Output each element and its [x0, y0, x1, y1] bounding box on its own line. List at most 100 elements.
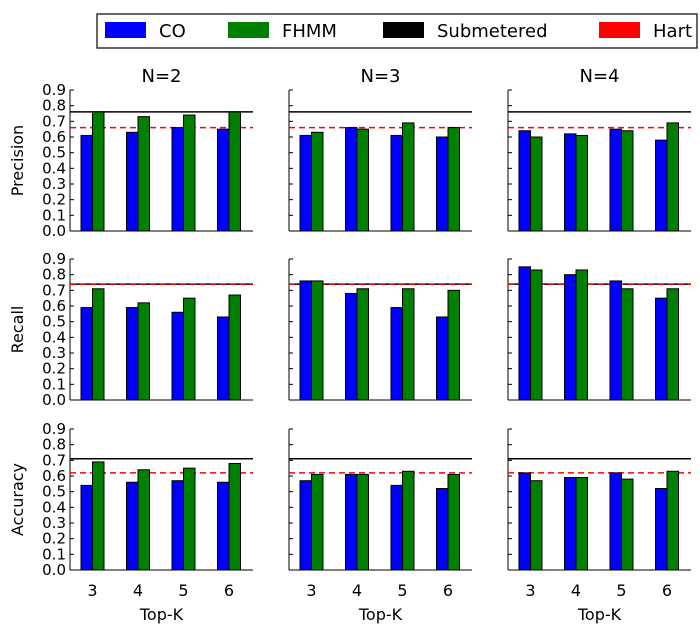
legend-swatch-fhmm	[228, 22, 269, 38]
y-tick-label: 0.9	[42, 250, 66, 268]
bar-fhmm	[183, 297, 196, 401]
bar-fhmm	[575, 269, 588, 401]
legend: CO FHMM Submetered Hart	[96, 13, 698, 49]
y-tick-label: 0.6	[42, 297, 66, 315]
panel-accuracy-n2: 0.00.10.20.30.40.50.60.70.80.9 3 4 5 6 Top-K A…	[8, 420, 253, 624]
bar-co	[299, 480, 312, 571]
y-tick-label: 0.2	[42, 191, 66, 209]
bar-co	[609, 128, 622, 232]
y-axis-label: Precision	[8, 125, 27, 196]
y-tick-label: 0.6	[42, 128, 66, 146]
y-tick-label: 0.5	[42, 313, 66, 331]
bar-fhmm	[356, 288, 369, 401]
bar-co	[80, 134, 93, 232]
y-tick-label: 0.4	[42, 498, 66, 516]
bar-fhmm	[621, 478, 634, 571]
y-axis-label: Accuracy	[8, 463, 27, 536]
bar-fhmm	[311, 131, 324, 232]
subplot-grid: 0.00.10.20.30.40.50.60.70.80.9N=2Precisi…	[8, 66, 691, 624]
bar-fhmm	[183, 114, 196, 232]
y-tick-label: 0.0	[42, 222, 66, 240]
legend-label-co: CO	[159, 21, 186, 42]
bar-co	[217, 481, 230, 571]
y-tick-label: 0.3	[42, 344, 66, 362]
bar-fhmm	[92, 111, 105, 232]
bar-fhmm	[137, 469, 150, 571]
bar-fhmm	[575, 134, 588, 232]
panel-recall-n3	[288, 258, 472, 401]
bar-co	[564, 133, 577, 232]
y-tick-label: 0.1	[42, 375, 66, 393]
x-tick-label: 3	[525, 581, 535, 600]
bar-fhmm	[402, 122, 415, 232]
y-tick-label: 0.1	[42, 545, 66, 563]
bar-fhmm	[575, 477, 588, 571]
y-axis-label: Recall	[8, 306, 27, 354]
y-tick-label: 0.7	[42, 451, 66, 469]
bar-co	[299, 280, 312, 401]
bar-co	[564, 274, 577, 401]
bar-fhmm	[530, 269, 543, 401]
bar-fhmm	[137, 116, 150, 232]
bar-fhmm	[356, 473, 369, 571]
bar-co	[171, 127, 184, 232]
bar-fhmm	[311, 280, 324, 401]
bar-co	[436, 136, 449, 232]
bar-co	[126, 131, 139, 232]
bar-co	[436, 316, 449, 401]
bar-fhmm	[183, 467, 196, 571]
bar-fhmm	[447, 289, 460, 401]
bar-co	[518, 472, 531, 571]
bar-fhmm	[621, 288, 634, 401]
panel-accuracy-n3: 3 4 5 6 Top-K	[288, 428, 472, 624]
legend-swatch-co	[105, 22, 146, 38]
x-tick-label: 4	[571, 581, 581, 600]
bar-co	[655, 297, 668, 401]
x-tick-label: 4	[352, 581, 362, 600]
bar-fhmm	[402, 470, 415, 571]
legend-swatch-submetered	[383, 22, 424, 38]
bar-fhmm	[356, 128, 369, 232]
y-tick-label: 0.4	[42, 328, 66, 346]
bar-co	[518, 266, 531, 401]
panel-recall-n2: 0.00.10.20.30.40.50.60.70.80.9 Recall	[8, 250, 253, 409]
bar-co	[564, 477, 577, 571]
bar-co	[171, 311, 184, 401]
column-title: N=3	[361, 66, 401, 87]
y-tick-label: 0.7	[42, 281, 66, 299]
x-axis-label: Top-K	[358, 605, 403, 624]
bar-co	[80, 307, 93, 401]
bar-fhmm	[530, 136, 543, 232]
x-tick-label: 5	[178, 581, 188, 600]
legend-label-hart: Hart	[653, 21, 692, 42]
bar-fhmm	[402, 288, 415, 401]
y-tick-label: 0.5	[42, 483, 66, 501]
bar-fhmm	[228, 462, 241, 571]
bar-fhmm	[228, 294, 241, 401]
bar-co	[80, 484, 93, 571]
panel-precision-n4: N=4	[507, 66, 691, 232]
panel-precision-n2: 0.00.10.20.30.40.50.60.70.80.9 N=2 Precisi…	[8, 66, 253, 240]
bar-co	[390, 307, 403, 401]
bar-co	[345, 473, 358, 571]
y-tick-label: 0.2	[42, 530, 66, 548]
bar-co	[299, 134, 312, 232]
bar-fhmm	[666, 470, 679, 571]
x-tick-label: 3	[306, 581, 316, 600]
bar-fhmm	[92, 288, 105, 401]
bar-co	[436, 488, 449, 571]
bar-fhmm	[447, 127, 460, 232]
legend-label-fhmm: FHMM	[282, 21, 337, 42]
y-tick-label: 0.2	[42, 360, 66, 378]
y-tick-label: 0.4	[42, 159, 66, 177]
bar-co	[518, 130, 531, 232]
y-tick-label: 0.8	[42, 436, 66, 454]
x-axis-label: Top-K	[139, 605, 184, 624]
bar-fhmm	[621, 130, 634, 232]
panel-precision-n3: N=3	[288, 66, 472, 232]
bar-co	[345, 292, 358, 401]
bar-co	[390, 134, 403, 232]
y-tick-label: 0.8	[42, 266, 66, 284]
panel-accuracy-n4: 3 4 5 6 Top-K	[507, 428, 691, 624]
y-tick-label: 0.5	[42, 144, 66, 162]
